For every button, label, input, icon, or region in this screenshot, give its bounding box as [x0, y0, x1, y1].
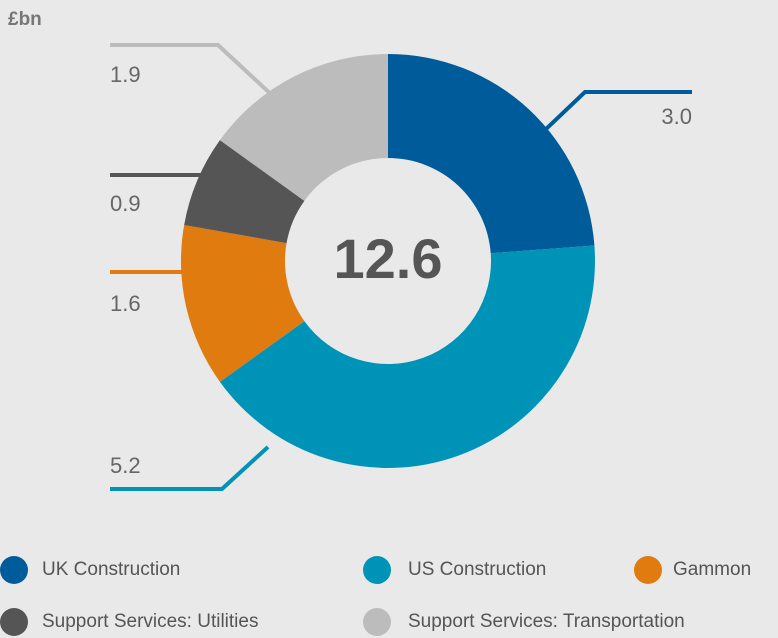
- legend-label: US Construction: [408, 559, 546, 580]
- legend-swatch: [0, 556, 28, 584]
- value-label: 0.9: [110, 191, 141, 216]
- legend-swatch: [363, 608, 391, 636]
- donut-segment: [388, 54, 595, 254]
- unit-label: £bn: [8, 9, 42, 30]
- donut-segment: [219, 245, 596, 468]
- value-label: 5.2: [110, 453, 141, 478]
- legend-swatch: [363, 556, 391, 584]
- value-label: 1.9: [110, 62, 141, 87]
- leader-line: [110, 445, 270, 491]
- donut-segment: [219, 54, 388, 201]
- leader-line: [110, 43, 276, 99]
- leader-line: [543, 90, 692, 132]
- total-label: 12.6: [334, 227, 443, 290]
- legend-swatch: [634, 556, 662, 584]
- legend-label: UK Construction: [42, 559, 180, 580]
- legend-swatch: [0, 608, 28, 636]
- value-label: 1.6: [110, 291, 141, 316]
- legend-label: Gammon: [673, 559, 751, 580]
- donut-segment: [184, 140, 305, 244]
- legend-label: Support Services: Utilities: [42, 611, 258, 632]
- legend-label: Support Services: Transportation: [408, 611, 685, 632]
- donut-segment: [181, 225, 305, 382]
- value-label: 3.0: [661, 104, 692, 129]
